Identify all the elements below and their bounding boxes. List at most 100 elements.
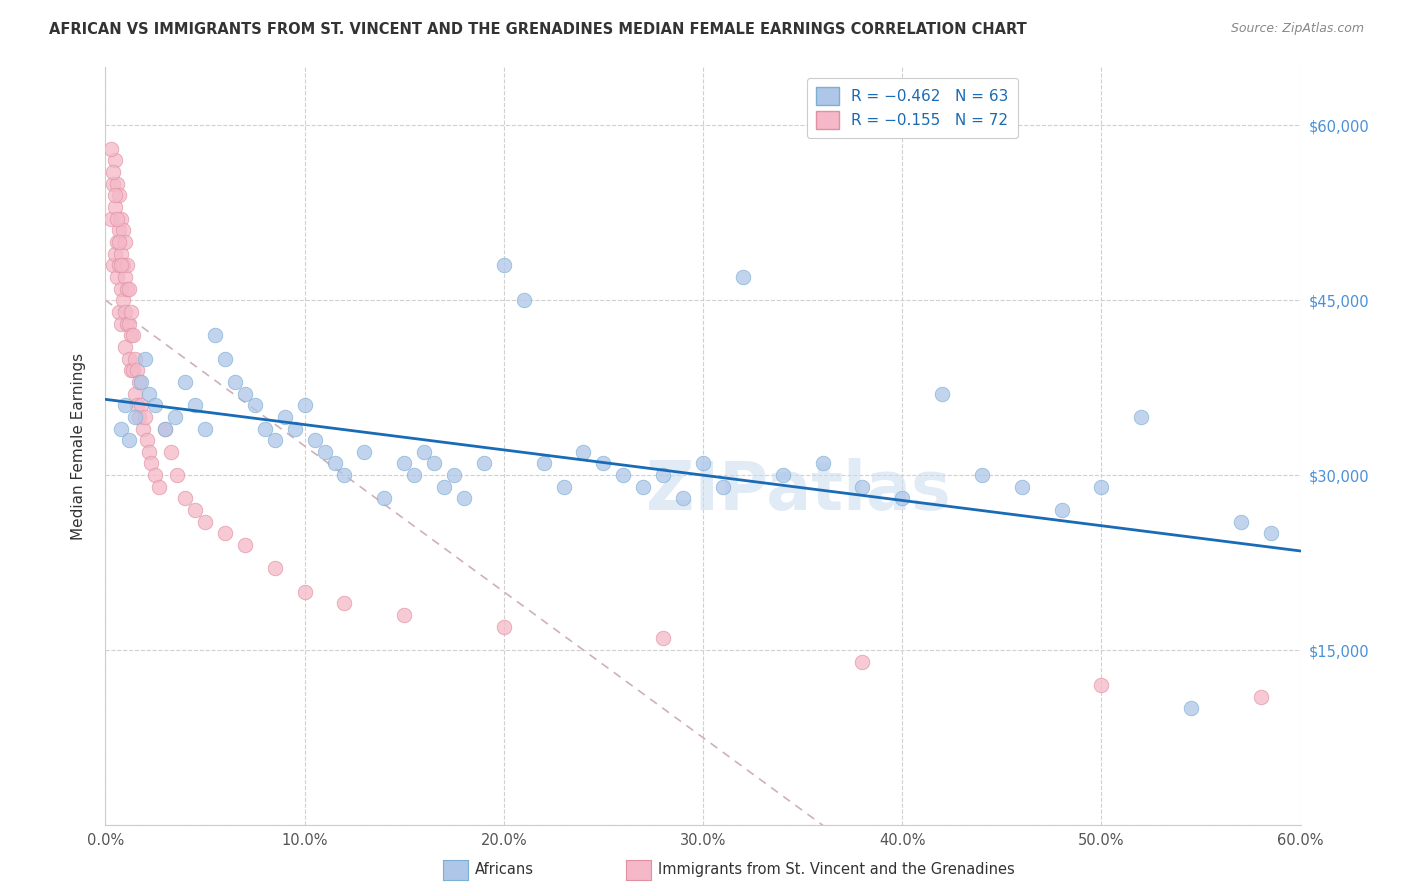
- Point: [314, 445, 336, 459]
- Point: [851, 655, 873, 669]
- Point: [214, 351, 236, 366]
- Text: Immigrants from St. Vincent and the Grenadines: Immigrants from St. Vincent and the Gren…: [658, 863, 1015, 877]
- Point: [118, 433, 141, 447]
- Point: [110, 281, 132, 295]
- Point: [174, 491, 197, 506]
- Point: [127, 363, 149, 377]
- Point: [120, 328, 142, 343]
- Point: [772, 468, 794, 483]
- Point: [1011, 480, 1033, 494]
- Point: [304, 433, 326, 447]
- Point: [443, 468, 465, 483]
- Point: [107, 235, 129, 249]
- Point: [103, 165, 125, 179]
- Point: [174, 375, 197, 389]
- Point: [1090, 678, 1112, 692]
- Text: ZIPatlas: ZIPatlas: [647, 458, 950, 524]
- Point: [122, 328, 145, 343]
- Point: [124, 386, 146, 401]
- Point: [392, 608, 416, 623]
- Point: [1050, 503, 1073, 517]
- Point: [138, 445, 160, 459]
- Point: [333, 468, 356, 483]
- Point: [353, 445, 375, 459]
- Point: [273, 409, 295, 424]
- Point: [224, 375, 246, 389]
- Point: [114, 269, 136, 284]
- Point: [711, 480, 734, 494]
- Point: [263, 561, 285, 575]
- Point: [143, 468, 166, 483]
- Point: [100, 211, 122, 226]
- Point: [333, 597, 356, 611]
- Point: [120, 305, 142, 319]
- Point: [129, 398, 153, 412]
- Point: [103, 177, 125, 191]
- Point: [107, 211, 129, 226]
- Point: [284, 421, 307, 435]
- Point: [107, 269, 129, 284]
- Point: [114, 398, 136, 412]
- Point: [107, 177, 129, 191]
- Point: [124, 409, 146, 424]
- Point: [129, 375, 153, 389]
- Point: [323, 457, 346, 471]
- Text: Africans: Africans: [475, 863, 534, 877]
- Point: [1260, 526, 1282, 541]
- Point: [104, 200, 127, 214]
- Point: [134, 409, 156, 424]
- Point: [108, 188, 131, 202]
- Point: [108, 305, 131, 319]
- Point: [117, 317, 139, 331]
- Point: [117, 281, 139, 295]
- Point: [128, 409, 150, 424]
- Point: [194, 421, 217, 435]
- Point: [128, 375, 150, 389]
- Point: [392, 457, 416, 471]
- Point: [931, 386, 953, 401]
- Point: [404, 468, 426, 483]
- Point: [851, 480, 873, 494]
- Point: [108, 235, 131, 249]
- Point: [166, 468, 188, 483]
- Point: [120, 363, 142, 377]
- Point: [114, 340, 136, 354]
- Point: [194, 515, 217, 529]
- Point: [134, 351, 156, 366]
- Point: [184, 503, 207, 517]
- Point: [1250, 690, 1272, 704]
- Point: [672, 491, 695, 506]
- Point: [592, 457, 614, 471]
- Point: [112, 223, 135, 237]
- Point: [492, 258, 515, 272]
- Point: [1130, 409, 1153, 424]
- Point: [233, 386, 256, 401]
- Point: [112, 258, 135, 272]
- Point: [132, 421, 155, 435]
- Point: [533, 457, 555, 471]
- Point: [294, 398, 316, 412]
- Point: [143, 398, 166, 412]
- Point: [214, 526, 236, 541]
- Point: [513, 293, 536, 308]
- Point: [1180, 701, 1202, 715]
- Point: [118, 281, 141, 295]
- Point: [811, 457, 834, 471]
- Point: [112, 293, 135, 308]
- Point: [165, 409, 187, 424]
- Point: [204, 328, 226, 343]
- Point: [118, 351, 141, 366]
- Point: [891, 491, 914, 506]
- Point: [160, 445, 183, 459]
- Point: [731, 269, 754, 284]
- Point: [553, 480, 575, 494]
- Point: [104, 153, 127, 168]
- Point: [141, 457, 163, 471]
- Point: [148, 480, 170, 494]
- Point: [153, 421, 177, 435]
- Point: [117, 258, 139, 272]
- Point: [692, 457, 714, 471]
- Text: AFRICAN VS IMMIGRANTS FROM ST. VINCENT AND THE GRENADINES MEDIAN FEMALE EARNINGS: AFRICAN VS IMMIGRANTS FROM ST. VINCENT A…: [49, 22, 1026, 37]
- Point: [572, 445, 595, 459]
- Point: [243, 398, 266, 412]
